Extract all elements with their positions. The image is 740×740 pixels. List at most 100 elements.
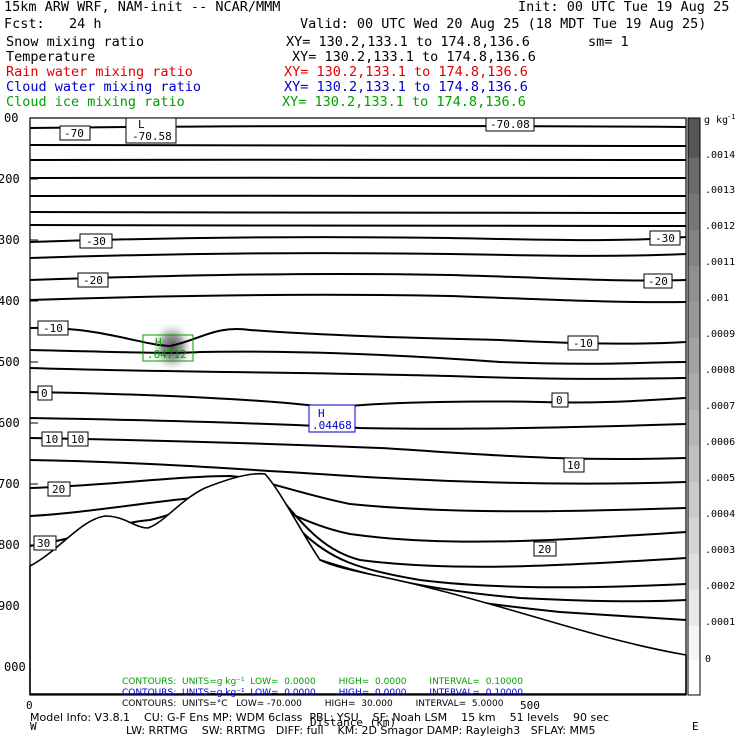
- contour-label: 20: [52, 483, 65, 496]
- isotherm-line: [29, 176, 687, 180]
- isotherm-line: [29, 367, 687, 380]
- contours-temperature-info: CONTOURS: UNITS=°C LOW= -70.000 HIGH= 30…: [122, 699, 504, 709]
- contour-label: 10: [71, 433, 84, 446]
- colorbar-labels: g kg-1 .0014 .0013 .0012 .0011 .001 .000…: [704, 113, 735, 665]
- ice-max-marker: H: [155, 336, 162, 349]
- contour-label: 10: [45, 433, 58, 446]
- y-tick-label: 800: [0, 538, 20, 552]
- y-tick-label: 700: [0, 477, 20, 491]
- isotherm-line: [29, 272, 687, 282]
- contour-label: -20: [83, 274, 103, 287]
- forecast-hour: Fcst: 24 h: [4, 16, 102, 32]
- contour-label: 10: [567, 459, 580, 472]
- colorbar-tick: .0004: [705, 509, 735, 520]
- isotherm-line: [29, 349, 687, 365]
- y-tick-label: 500: [0, 355, 20, 369]
- x-axis: 0 500 Distance (km) W E: [26, 699, 699, 733]
- field-name-temperature: Temperature: [6, 49, 96, 65]
- colorbar-tick: .0006: [705, 437, 735, 448]
- field-xy-cloud-ice: XY= 130.2,133.1 to 174.8,136.6: [282, 94, 526, 110]
- y-tick-label: 400: [0, 294, 20, 308]
- low-value: -70.58: [132, 130, 172, 143]
- contours-cloud-water-info: CONTOURS: UNITS=g kg⁻¹ LOW= 0.0000 HIGH=…: [122, 688, 523, 698]
- extrema: L -70.58 -70.08 H .04712 H .04468: [125, 117, 535, 433]
- colorbar-tick: .0012: [705, 221, 735, 232]
- y-tick-label: 000: [4, 660, 26, 674]
- field-name-cloud-water: Cloud water mixing ratio: [6, 79, 202, 95]
- y-tick-label: 900: [0, 599, 20, 613]
- isotherm-line: [29, 437, 687, 461]
- field-name-cloud-ice: Cloud ice mixing ratio: [6, 94, 185, 110]
- extremum-value: -70.08: [490, 118, 530, 131]
- model-info: Model Info: V3.8.1 CU: G-F Ens MP: WDM 6…: [30, 711, 610, 724]
- isotherm-line: [29, 124, 687, 129]
- colorbar-tick: 0: [705, 654, 711, 665]
- colorbar-tick: .0003: [705, 545, 735, 556]
- x-tick-label: 0: [26, 699, 33, 712]
- contour-labels: -70 -30 -30 -20 -20 -10 -10 0 0 10 10 10…: [33, 125, 681, 557]
- y-tick-label: 00: [4, 111, 18, 125]
- contour-label: 30: [37, 537, 50, 550]
- y-tick-label: 600: [0, 416, 20, 430]
- pressure-axis: 00 200 300 400 500 600 700 800 900 000: [0, 111, 26, 674]
- contour-label: -30: [86, 235, 106, 248]
- colorbar-unit: g kg: [704, 115, 728, 126]
- contour-label: -10: [43, 322, 63, 335]
- field-smooth-snow: sm= 1: [588, 34, 629, 50]
- colorbar-tick: .001: [705, 293, 729, 304]
- field-xy-temperature: XY= 130.2,133.1 to 174.8,136.6: [292, 49, 536, 65]
- contour-label: -10: [573, 337, 593, 350]
- x-axis-label: Distance (km): [310, 716, 396, 729]
- colorbar-tick: .0008: [705, 365, 735, 376]
- valid-time: Valid: 00 UTC Wed 20 Aug 25 (18 MDT Tue …: [300, 16, 707, 32]
- colorbar-tick: .0013: [705, 185, 735, 196]
- colorbar-tick: .0009: [705, 329, 735, 340]
- svg-text:-1: -1: [727, 113, 735, 121]
- isotherm-line: [29, 194, 687, 198]
- colorbar-tick: .0007: [705, 401, 735, 412]
- isotherm-line: [299, 529, 687, 589]
- cloud-ice-shading: [150, 321, 194, 373]
- field-name-snow: Snow mixing ratio: [6, 34, 145, 50]
- x-end-marker-right: E: [692, 720, 699, 733]
- model-physics: LW: RRTMG SW: RRTMG DIFF: full KM: 2D Sm…: [126, 724, 596, 737]
- isotherm-line: [29, 474, 687, 513]
- chart-title: 15km ARW WRF, NAM-init -- NCAR/MMM: [4, 0, 281, 15]
- isotherm-line: [29, 236, 687, 243]
- contour-label: -20: [648, 275, 668, 288]
- isotherm-line: [29, 391, 687, 410]
- isotherm-line: [29, 158, 687, 162]
- colorbar: [687, 117, 701, 696]
- colorbar-tick: .0005: [705, 473, 735, 484]
- contours-ice-info: CONTOURS: UNITS=g kg⁻¹ LOW= 0.0000 HIGH=…: [122, 677, 523, 687]
- contour-label: 0: [41, 387, 48, 400]
- field-name-rain: Rain water mixing ratio: [6, 64, 193, 80]
- y-tick-label: 300: [0, 233, 20, 247]
- cloud-water-max-value: .04468: [312, 419, 352, 432]
- cloud-water-max-marker: H: [318, 407, 325, 420]
- x-end-marker-left: W: [30, 720, 37, 733]
- plot-frame: [29, 117, 687, 696]
- terrain-profile: [29, 472, 687, 695]
- contour-label: -30: [655, 232, 675, 245]
- low-marker: L: [138, 118, 145, 131]
- ice-max-value: .04712: [147, 348, 187, 361]
- isotherm-line: [29, 494, 687, 543]
- y-tick-label: 200: [0, 172, 20, 186]
- isotherm-line: [29, 459, 687, 485]
- isotherm-line: [29, 143, 687, 147]
- colorbar-tick: .0001: [705, 617, 735, 628]
- x-tick-label: 500: [520, 699, 540, 712]
- contour-label: -70: [64, 127, 84, 140]
- isotherm-line: [29, 224, 687, 228]
- colorbar-tick: .0011: [705, 257, 735, 268]
- field-xy-snow: XY= 130.2,133.1 to 174.8,136.6: [286, 34, 530, 50]
- contour-label: 20: [538, 543, 551, 556]
- field-xy-cloud-water: XY= 130.2,133.1 to 174.8,136.6: [284, 79, 528, 95]
- init-time: Init: 00 UTC Tue 19 Aug 25: [518, 0, 730, 15]
- contour-label: 0: [556, 394, 563, 407]
- isotherm-line: [29, 252, 687, 259]
- isotherm-line: [29, 211, 687, 215]
- isotherm-line: [29, 293, 687, 304]
- isotherm-line: [29, 417, 687, 430]
